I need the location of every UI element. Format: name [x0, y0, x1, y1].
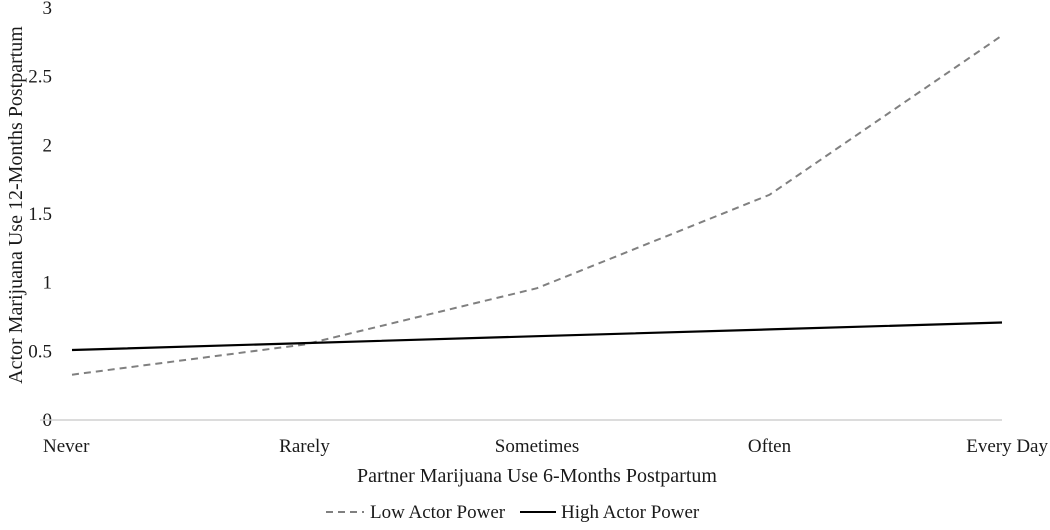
y-axis-ticks: 00.511.522.53 — [28, 0, 52, 431]
x-tick-label: Every Day — [966, 436, 1048, 457]
x-tick-label: Never — [43, 436, 90, 457]
x-tick-label: Sometimes — [495, 436, 579, 457]
legend: Low Actor Power High Actor Power — [326, 502, 700, 523]
series-line-2 — [71, 321, 1003, 352]
y-tick-label: 2 — [43, 135, 53, 156]
series-line-1 — [71, 34, 1003, 376]
x-tick-label: Rarely — [279, 436, 330, 457]
x-axis-title: Partner Marijuana Use 6-Months Postpartu… — [357, 465, 717, 487]
y-tick-label: 3 — [43, 0, 53, 19]
series-lines — [71, 34, 1003, 376]
legend-label: High Actor Power — [561, 502, 700, 523]
y-tick-label: 0.5 — [28, 341, 52, 362]
y-tick-label: 1 — [43, 273, 53, 294]
y-tick-label: 1.5 — [28, 204, 52, 225]
y-tick-label: 2.5 — [28, 67, 52, 88]
y-axis-title: Actor Marijuana Use 12-Months Postpartum — [5, 26, 27, 384]
legend-label: Low Actor Power — [370, 502, 506, 523]
x-axis-ticks: Never Rarely Sometimes Often Every Day — [43, 436, 1048, 457]
x-tick-label: Often — [748, 436, 792, 457]
